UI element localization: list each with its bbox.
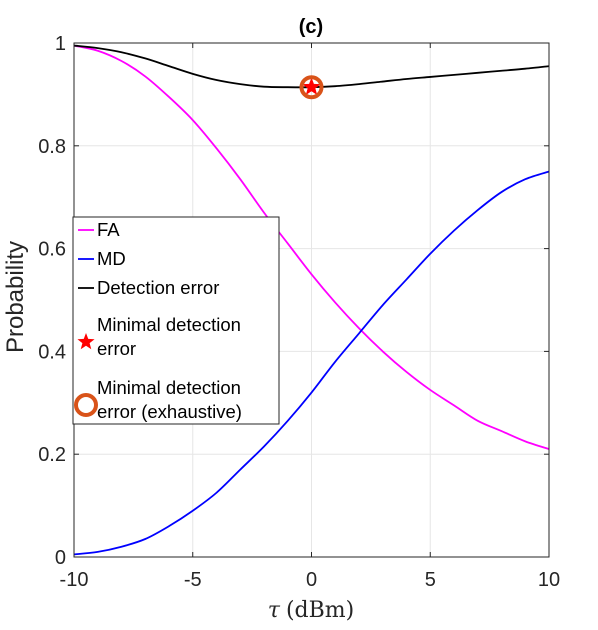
x-tick-label: 0 — [306, 569, 317, 591]
x-axis-unit: (dBm) — [286, 598, 354, 623]
x-tick-label: 5 — [425, 569, 436, 591]
y-tick-label: 0 — [55, 547, 66, 569]
markers — [299, 75, 324, 100]
y-tick-label: 0.4 — [38, 341, 66, 363]
marker-min-detection-error-exhaustive — [299, 75, 324, 100]
y-tick-label: 0.8 — [38, 136, 66, 158]
x-tick-label: 10 — [538, 569, 560, 591]
legend-label: Minimal detection — [97, 377, 241, 398]
chart-title: (c) — [299, 16, 323, 38]
legend-label: Detection error — [97, 277, 219, 298]
legend-label: error — [97, 338, 136, 359]
marker-min-detection-error — [302, 77, 321, 96]
legend-label: MD — [97, 248, 126, 269]
legend-label: FA — [97, 219, 120, 240]
legend-label: Minimal detection — [97, 314, 241, 335]
x-axis-label: τ (dBm) — [268, 598, 354, 623]
legend: FA MD Detection error Minimal detection erro… — [72, 216, 280, 425]
series-line-md — [73, 170, 550, 556]
legend-label: error (exhaustive) — [97, 401, 242, 422]
y-tick-label: 1 — [55, 33, 66, 55]
tick-labels: -10 -5 0 5 10 0 0.2 0.4 0.6 0.8 1 — [38, 33, 560, 591]
x-axis-symbol: τ — [268, 598, 281, 623]
x-tick-label: -10 — [60, 569, 89, 591]
legend-swatch-star — [77, 333, 95, 350]
y-tick-label: 0.2 — [38, 444, 66, 466]
x-tick-label: -5 — [184, 569, 202, 591]
y-tick-label: 0.6 — [38, 239, 66, 261]
series-line-fa — [73, 44, 550, 450]
y-axis-label: Probability — [2, 241, 29, 353]
legend-box — [72, 216, 280, 425]
legend-swatch-circle — [74, 393, 98, 417]
